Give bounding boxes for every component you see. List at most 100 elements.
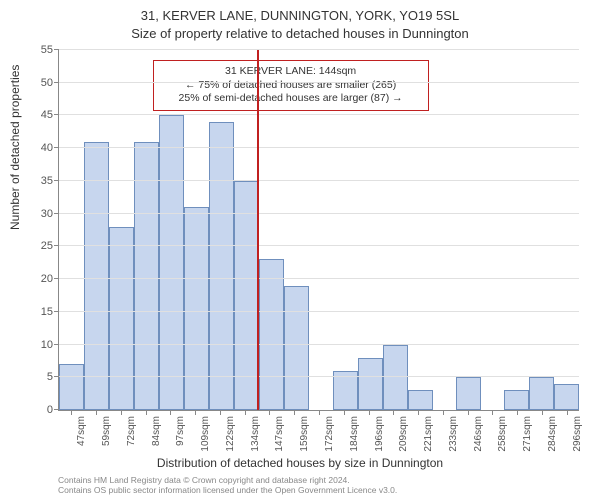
y-tick-mark xyxy=(54,147,59,148)
x-tick-mark xyxy=(294,410,295,415)
x-tick-label: 184sqm xyxy=(347,416,360,452)
x-tick-mark xyxy=(418,410,419,415)
x-tick-mark xyxy=(269,410,270,415)
page-title-subtitle: Size of property relative to detached ho… xyxy=(0,24,600,42)
y-tick-label: 5 xyxy=(47,371,59,383)
x-tick-mark xyxy=(71,410,72,415)
y-tick-mark xyxy=(54,82,59,83)
histogram-bar xyxy=(456,377,481,410)
x-tick-label: 97sqm xyxy=(173,416,186,446)
y-tick-mark xyxy=(54,180,59,181)
x-tick-mark xyxy=(96,410,97,415)
histogram-bar xyxy=(529,377,554,410)
histogram-bar xyxy=(84,142,109,410)
x-tick-mark xyxy=(121,410,122,415)
x-tick-label: 296sqm xyxy=(570,416,583,452)
x-tick-label: 72sqm xyxy=(124,416,137,446)
x-tick-label: 134sqm xyxy=(248,416,261,452)
histogram-bar xyxy=(134,142,159,410)
histogram-bar xyxy=(184,207,209,410)
y-tick-label: 20 xyxy=(41,273,59,285)
grid-line xyxy=(59,114,579,115)
chart-plot-area: 31 KERVER LANE: 144sqm ← 75% of detached… xyxy=(58,50,579,411)
x-tick-mark xyxy=(319,410,320,415)
x-tick-label: 271sqm xyxy=(520,416,533,452)
histogram-bar xyxy=(284,286,309,410)
x-tick-label: 233sqm xyxy=(446,416,459,452)
histogram-bar xyxy=(408,390,433,410)
y-tick-mark xyxy=(54,376,59,377)
x-tick-label: 284sqm xyxy=(545,416,558,452)
histogram-bar xyxy=(59,364,84,410)
y-tick-mark xyxy=(54,114,59,115)
y-tick-label: 40 xyxy=(41,142,59,154)
x-tick-mark xyxy=(369,410,370,415)
y-tick-mark xyxy=(54,311,59,312)
x-tick-mark xyxy=(245,410,246,415)
y-tick-label: 15 xyxy=(41,306,59,318)
histogram-bar xyxy=(554,384,579,410)
x-tick-mark xyxy=(468,410,469,415)
x-axis-label: Distribution of detached houses by size … xyxy=(0,456,600,470)
x-tick-label: 47sqm xyxy=(74,416,87,446)
histogram-bar xyxy=(358,358,383,410)
y-tick-mark xyxy=(54,409,59,410)
y-tick-mark xyxy=(54,278,59,279)
y-axis-label: Number of detached properties xyxy=(8,65,22,230)
y-tick-mark xyxy=(54,213,59,214)
x-tick-label: 221sqm xyxy=(421,416,434,452)
x-tick-label: 246sqm xyxy=(471,416,484,452)
y-tick-mark xyxy=(54,49,59,50)
x-tick-label: 209sqm xyxy=(396,416,409,452)
y-tick-label: 45 xyxy=(41,109,59,121)
marker-annotation-box: 31 KERVER LANE: 144sqm ← 75% of detached… xyxy=(153,60,429,111)
y-tick-label: 35 xyxy=(41,175,59,187)
x-tick-mark xyxy=(195,410,196,415)
x-tick-mark xyxy=(492,410,493,415)
credits-block: Contains HM Land Registry data © Crown c… xyxy=(58,476,397,496)
grid-line xyxy=(59,311,579,312)
grid-line xyxy=(59,376,579,377)
grid-line xyxy=(59,147,579,148)
x-tick-mark xyxy=(220,410,221,415)
grid-line xyxy=(59,245,579,246)
annotation-line1: 31 KERVER LANE: 144sqm xyxy=(162,65,420,79)
histogram-bar xyxy=(159,115,184,410)
x-tick-label: 122sqm xyxy=(223,416,236,452)
x-tick-label: 109sqm xyxy=(198,416,211,452)
grid-line xyxy=(59,49,579,50)
x-tick-mark xyxy=(393,410,394,415)
x-tick-mark xyxy=(443,410,444,415)
grid-line xyxy=(59,278,579,279)
grid-line xyxy=(59,344,579,345)
grid-line xyxy=(59,213,579,214)
x-tick-label: 196sqm xyxy=(372,416,385,452)
x-tick-mark xyxy=(567,410,568,415)
y-tick-label: 25 xyxy=(41,240,59,252)
histogram-bar xyxy=(209,122,234,410)
y-tick-mark xyxy=(54,344,59,345)
y-tick-label: 30 xyxy=(41,208,59,220)
x-tick-mark xyxy=(517,410,518,415)
y-tick-label: 50 xyxy=(41,77,59,89)
page-title-address: 31, KERVER LANE, DUNNINGTON, YORK, YO19 … xyxy=(0,0,600,24)
y-tick-label: 10 xyxy=(41,339,59,351)
grid-line xyxy=(59,180,579,181)
chart-container: 31, KERVER LANE, DUNNINGTON, YORK, YO19 … xyxy=(0,0,600,500)
x-tick-mark xyxy=(146,410,147,415)
annotation-line2: ← 75% of detached houses are smaller (26… xyxy=(162,79,420,93)
x-tick-mark xyxy=(542,410,543,415)
y-tick-label: 55 xyxy=(41,44,59,56)
x-tick-mark xyxy=(344,410,345,415)
annotation-line3: 25% of semi-detached houses are larger (… xyxy=(162,92,420,106)
x-tick-label: 159sqm xyxy=(297,416,310,452)
x-tick-label: 59sqm xyxy=(99,416,112,446)
credits-line2: Contains OS public sector information li… xyxy=(58,486,397,496)
x-tick-label: 84sqm xyxy=(149,416,162,446)
y-tick-mark xyxy=(54,245,59,246)
grid-line xyxy=(59,82,579,83)
property-marker-line xyxy=(257,50,259,410)
x-tick-label: 147sqm xyxy=(272,416,285,452)
y-tick-label: 0 xyxy=(47,404,59,416)
x-tick-label: 258sqm xyxy=(495,416,508,452)
